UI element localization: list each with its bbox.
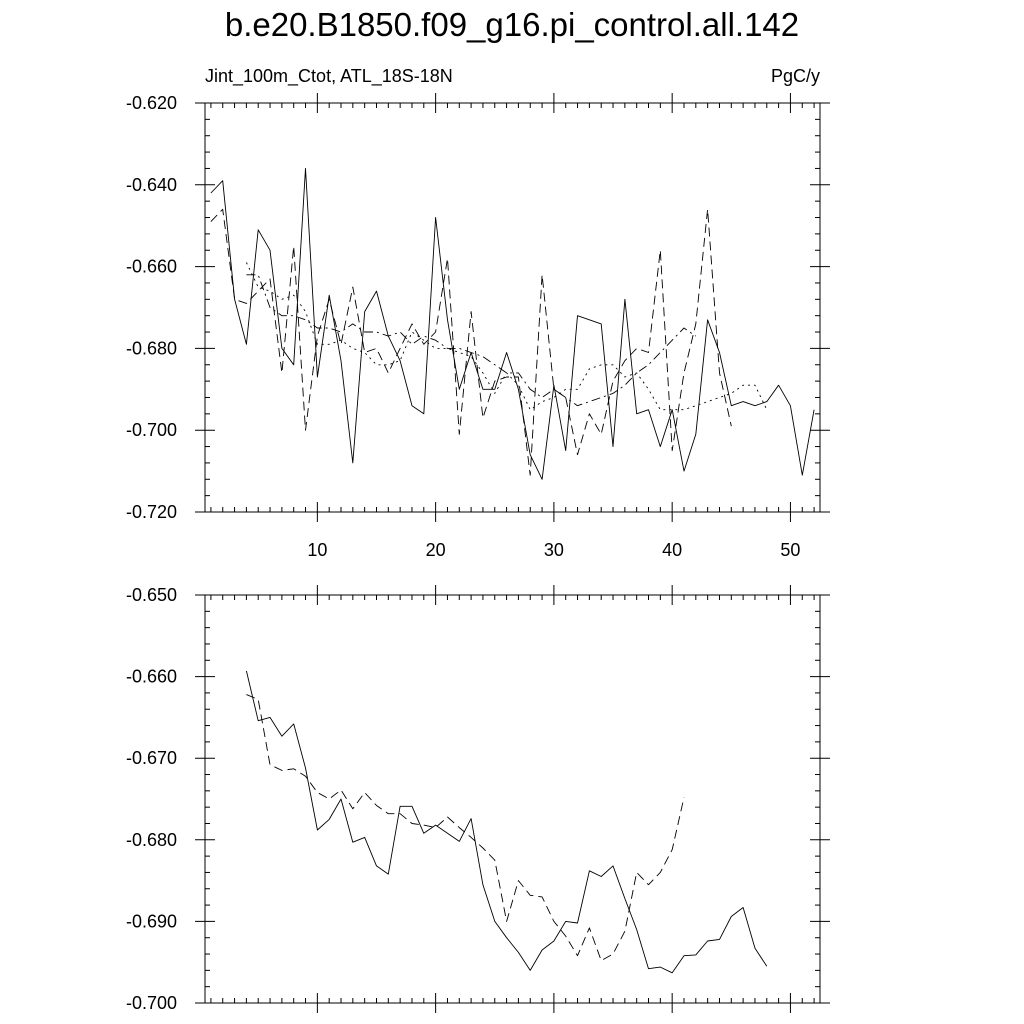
series-line-dashed	[210, 208, 732, 476]
y-tick-label: -0.620	[126, 93, 177, 113]
y-tick-label: -0.700	[126, 993, 177, 1013]
y-tick-label: -0.700	[126, 420, 177, 440]
x-tick-label: 10	[307, 540, 327, 560]
series-line-dashdot	[246, 274, 697, 407]
series-line-solid	[245, 670, 768, 974]
units-label: PgC/y	[771, 66, 820, 86]
plot-frame	[204, 102, 821, 513]
y-tick-label: -0.680	[126, 338, 177, 358]
top-panel: 10 20 30 40 50 -0.620 -0.640 -0.660 -0.680 -0.700…	[126, 93, 830, 560]
x-tick-label: 40	[662, 540, 682, 560]
x-tick-label: 20	[426, 540, 446, 560]
y-tick-label: -0.660	[126, 257, 177, 277]
y-tick-label: -0.680	[126, 830, 177, 850]
x-tick-label: 50	[780, 540, 800, 560]
x-tick-label: 30	[544, 540, 564, 560]
y-tick-label: -0.720	[126, 502, 177, 522]
figure-title: b.e20.B1850.f09_g16.pi_control.all.142	[225, 6, 799, 43]
bottom-panel: -0.650 -0.660 -0.670 -0.680 -0.690 -0.700	[126, 585, 830, 1013]
series-line-dotted	[245, 262, 768, 411]
plot-frame	[204, 594, 821, 1004]
y-tick-label: -0.670	[126, 748, 177, 768]
series-line-dashed	[246, 694, 685, 962]
y-tick-label: -0.640	[126, 175, 177, 195]
variable-region-label: Jint_100m_Ctot, ATL_18S-18N	[205, 66, 453, 87]
y-tick-label: -0.690	[126, 911, 177, 931]
y-tick-label: -0.660	[126, 667, 177, 687]
series-line-solid	[210, 167, 815, 480]
y-tick-label: -0.650	[126, 585, 177, 605]
